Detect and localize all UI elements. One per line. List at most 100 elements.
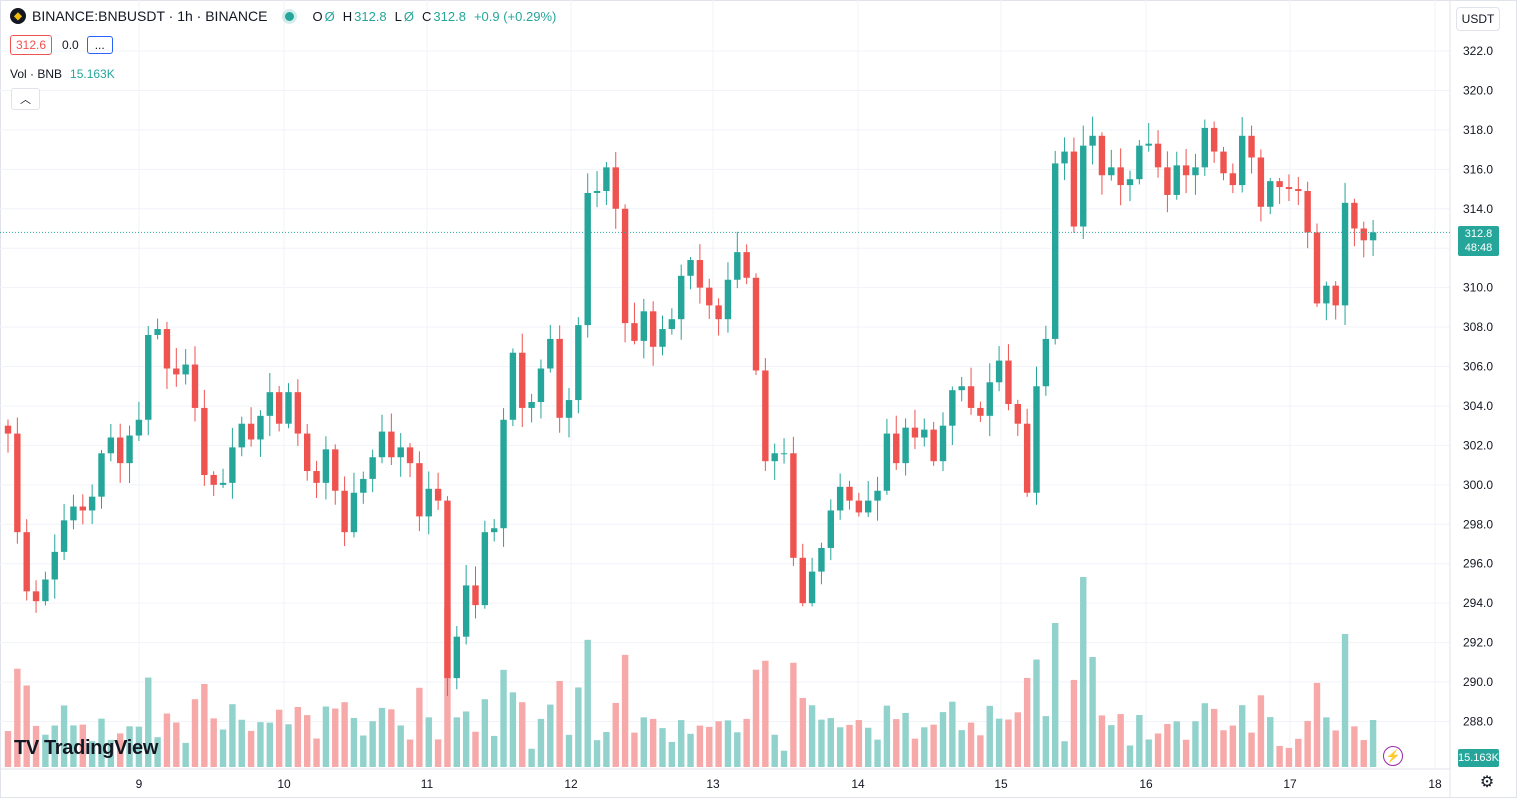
- volume-bar: [369, 721, 376, 767]
- candle-body: [1248, 135, 1255, 158]
- volume-bar: [649, 718, 657, 767]
- x-tick-label: 9: [136, 777, 143, 791]
- candle-body: [257, 415, 264, 440]
- candle-body: [603, 167, 610, 192]
- currency-button[interactable]: USDT: [1456, 7, 1500, 31]
- volume-bar: [565, 734, 573, 767]
- candle-body: [771, 453, 778, 462]
- candle-body: [743, 252, 750, 278]
- volume-bar: [1323, 717, 1330, 767]
- ohlc-low-label: L: [394, 8, 402, 24]
- candle-body: [649, 311, 657, 347]
- volume-bar: [107, 739, 115, 767]
- candle-body: [1117, 167, 1124, 186]
- volume-bar: [247, 730, 255, 767]
- volume-label[interactable]: Vol · BNB: [10, 67, 63, 81]
- volume-bar: [1098, 715, 1106, 767]
- candle-body: [780, 453, 788, 455]
- volume-bar: [23, 685, 30, 767]
- collapse-legend-button[interactable]: ︿: [11, 88, 40, 110]
- candle-body: [846, 486, 853, 501]
- volume-bar: [304, 715, 311, 767]
- volume-bar: [1267, 717, 1274, 767]
- volume-bar: [1023, 677, 1031, 767]
- candle-body: [14, 433, 21, 533]
- volume-bar: [1080, 577, 1087, 767]
- candle-body: [425, 488, 432, 517]
- candle-body: [1154, 143, 1162, 168]
- ohlc-low-value: Ø: [403, 8, 415, 24]
- volume-bar: [313, 738, 320, 767]
- candle-body: [1285, 187, 1293, 190]
- candle-body: [341, 490, 348, 533]
- candle-body: [1173, 165, 1180, 195]
- logo-text: TradingView: [43, 737, 159, 759]
- volume-bar: [462, 711, 470, 767]
- candle-body: [1145, 143, 1152, 146]
- volume-bar: [51, 725, 58, 767]
- volume-bar: [388, 709, 395, 767]
- volume-legend: Vol · BNB 15.163K: [10, 67, 115, 81]
- volume-bar: [4, 731, 12, 767]
- candle-body: [4, 425, 12, 434]
- y-tick-label: 302.0: [1463, 438, 1493, 452]
- candle-body: [378, 431, 386, 458]
- volume-bar: [126, 726, 133, 767]
- more-button[interactable]: ...: [86, 36, 113, 54]
- candle-body: [229, 447, 236, 483]
- current-price: 312.8: [1464, 228, 1493, 240]
- price-box[interactable]: 312.6: [10, 35, 53, 55]
- candle-body: [977, 407, 984, 416]
- candle-body: [528, 402, 535, 408]
- candle-body: [1304, 191, 1311, 233]
- candle-body: [32, 591, 40, 602]
- volume-bar: [706, 726, 713, 767]
- volume-bar: [911, 738, 919, 767]
- lightning-icon[interactable]: ⚡: [1383, 746, 1403, 766]
- symbol-title[interactable]: BINANCE:BNBUSDT · 1h · BINANCE: [32, 8, 268, 24]
- volume-bar: [434, 739, 442, 767]
- volume-bar: [145, 677, 152, 767]
- candle-body: [247, 423, 255, 440]
- volume-bar: [294, 707, 302, 767]
- volume-bar: [865, 727, 872, 767]
- volume-bar: [332, 708, 339, 767]
- volume-bar: [135, 726, 143, 767]
- volume-bar: [1369, 720, 1377, 767]
- volume-bar: [88, 741, 96, 767]
- candle-body: [621, 208, 629, 324]
- candle-body: [201, 407, 208, 475]
- volume-bar: [640, 717, 647, 767]
- candle-body: [491, 528, 498, 533]
- candle-body: [575, 325, 582, 401]
- volume-bar: [229, 704, 236, 767]
- candle-body: [631, 323, 638, 341]
- volume-bar: [1295, 738, 1302, 767]
- candle-body: [369, 457, 376, 479]
- candle-body: [304, 433, 311, 472]
- volume-bar: [930, 724, 937, 767]
- volume-bar: [1126, 745, 1134, 767]
- candle-body: [145, 334, 152, 420]
- volume-bar: [341, 702, 348, 767]
- volume-bar: [678, 720, 685, 767]
- y-tick-label: 304.0: [1463, 399, 1493, 413]
- candle-body: [967, 386, 975, 408]
- gear-icon[interactable]: ⚙: [1479, 774, 1495, 791]
- x-tick-label: 15: [994, 777, 1008, 791]
- volume-bar: [977, 735, 984, 767]
- candle-body: [537, 368, 545, 403]
- candle-body: [949, 390, 956, 426]
- candle-body: [51, 551, 58, 580]
- volume-bar: [79, 724, 86, 767]
- volume-bar: [771, 734, 778, 767]
- volume-bar: [528, 748, 535, 767]
- volume-bar: [902, 712, 909, 767]
- candle-body: [332, 449, 339, 491]
- candle-body: [275, 392, 283, 424]
- tradingview-logo[interactable]: TV TradingView: [14, 737, 158, 760]
- volume-bar: [1033, 659, 1040, 767]
- ohlc-close-value: 312.8: [433, 8, 466, 24]
- candle-body: [921, 429, 928, 438]
